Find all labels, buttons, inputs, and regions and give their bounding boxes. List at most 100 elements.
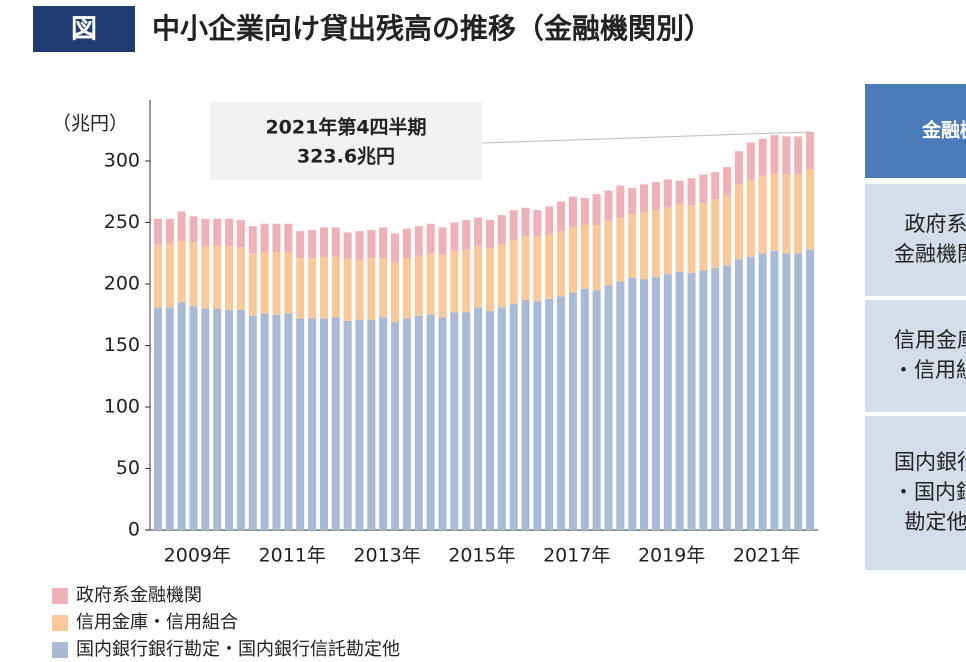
bar-segment — [521, 236, 530, 300]
bar-segment — [272, 252, 281, 315]
y-tick-label: 0 — [128, 519, 140, 541]
bar-segment — [474, 307, 483, 530]
y-tick-label: 300 — [104, 150, 140, 172]
bar-segment — [485, 220, 494, 249]
bar-segment — [426, 253, 435, 315]
legend-swatch — [52, 642, 68, 658]
bar-segment — [545, 206, 554, 235]
bar-segment — [391, 322, 400, 530]
bar-segment — [485, 248, 494, 312]
bar-segment — [640, 184, 649, 213]
table-cell: 国内銀行 — [894, 450, 966, 474]
bar-segment — [592, 224, 601, 291]
bar-segment — [568, 196, 577, 228]
bar-segment — [723, 167, 732, 196]
bar-segment — [379, 258, 388, 318]
bar-segment — [557, 201, 566, 232]
bar-segment — [580, 288, 589, 530]
bar-segment — [284, 223, 293, 253]
bar-segment — [806, 131, 815, 170]
bar-segment — [319, 318, 328, 530]
bar-segment — [568, 292, 577, 530]
bar-segment — [450, 250, 459, 313]
bar-segment — [734, 184, 743, 260]
annotation-box — [210, 102, 482, 180]
bar-segment — [604, 285, 613, 530]
bar-segment — [248, 315, 257, 530]
x-tick-label: 2015年 — [448, 545, 515, 567]
bar-segment — [711, 199, 720, 269]
bar-segment — [236, 247, 245, 310]
y-tick-label: 200 — [104, 273, 140, 295]
badge-bg — [33, 6, 135, 52]
bar-segment — [794, 136, 803, 175]
x-tick-label: 2011年 — [259, 545, 326, 567]
bar-segment — [687, 178, 696, 206]
bar-segment — [723, 265, 732, 530]
bar-segment — [450, 312, 459, 530]
legend-swatch — [52, 588, 68, 604]
bar-segment — [746, 256, 755, 530]
bar-segment — [746, 142, 755, 180]
bar-segment — [497, 244, 506, 308]
bar-segment — [509, 303, 518, 530]
table-cell-bg — [865, 184, 966, 296]
bar-segment — [189, 216, 198, 243]
bar-segment — [177, 302, 186, 530]
bar-segment — [699, 270, 708, 530]
bar-segment — [794, 174, 803, 254]
bar-segment — [319, 256, 328, 319]
bar-segment — [568, 227, 577, 293]
bar-segment — [177, 211, 186, 241]
bar-segment — [213, 218, 222, 246]
bar-segment — [474, 217, 483, 246]
bar-segment — [509, 239, 518, 304]
bar-segment — [438, 227, 447, 255]
bar-segment — [402, 318, 411, 530]
bar-segment — [225, 245, 234, 310]
bar-segment — [806, 249, 815, 530]
title: 中小企業向け貸出残高の推移（金融機関別） — [152, 12, 712, 45]
bar-segment — [675, 180, 684, 205]
bar-segment — [699, 174, 708, 203]
bar-segment — [628, 277, 637, 530]
bar-segment — [213, 245, 222, 309]
bar-segment — [189, 306, 198, 530]
table-header: 金融機関 — [921, 119, 966, 142]
bar-segment — [770, 173, 779, 251]
bar-segment — [640, 279, 649, 530]
legend-label: 国内銀行銀行勘定・国内銀行信託勘定他 — [76, 639, 400, 660]
bar-segment — [438, 254, 447, 318]
bar-segment — [177, 240, 186, 303]
bar-segment — [616, 217, 625, 282]
bar-segment — [675, 204, 684, 272]
bar-segment — [663, 207, 672, 275]
bar-segment — [272, 314, 281, 530]
bar-segment — [699, 202, 708, 271]
bar-segment — [474, 245, 483, 308]
bar-segment — [485, 311, 494, 530]
x-tick-label: 2019年 — [638, 545, 705, 567]
bar-segment — [355, 319, 364, 530]
table-header-bg — [865, 84, 966, 178]
table-cell-bg — [865, 416, 966, 570]
bar-segment — [426, 223, 435, 254]
bar-segment — [770, 250, 779, 531]
bar-segment — [758, 138, 767, 176]
table-cell: 金融機関 — [894, 242, 966, 266]
bar-segment — [201, 218, 210, 246]
table-cell: ・信用組合 — [893, 358, 966, 382]
bar-segment — [201, 308, 210, 530]
bar-segment — [367, 319, 376, 530]
bar-segment — [402, 258, 411, 319]
x-tick-label: 2009年 — [164, 545, 231, 567]
legend-label: 政府系金融機関 — [76, 585, 202, 606]
bar-segment — [272, 223, 281, 253]
y-tick-label: 100 — [104, 396, 140, 418]
bar-segment — [153, 244, 162, 308]
bar-segment — [462, 249, 471, 313]
bar-segment — [533, 236, 542, 302]
bar-segment — [580, 224, 589, 289]
bar-segment — [640, 212, 649, 280]
